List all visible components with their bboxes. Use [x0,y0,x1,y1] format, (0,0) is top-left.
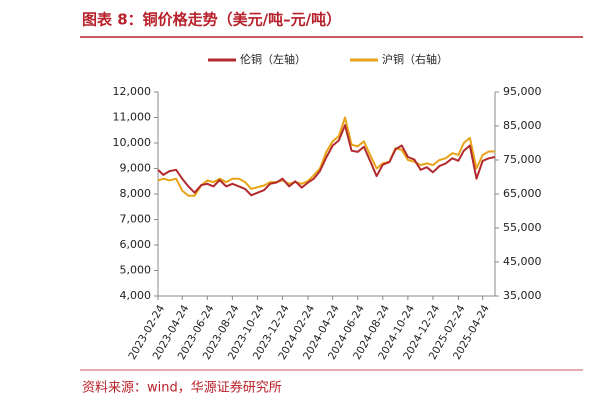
y-tick-label: 5,000 [120,264,152,277]
series-line [157,116,495,197]
y2-tick-label: 65,000 [503,187,542,200]
y2-tick-label: 55,000 [503,221,542,234]
y2-tick-label: 35,000 [503,289,542,302]
y2-tick-label: 95,000 [503,85,542,98]
legend-label: 沪铜（右轴） [382,52,448,66]
source: 资料来源：wind，华源证券研究所 [82,380,282,396]
legend-label: 伦铜（左轴） [240,52,306,66]
series-line [157,124,496,197]
chart-title: 图表 8：铜价格走势（美元/吨–元/吨） [82,11,341,29]
y-tick-label: 6,000 [120,238,152,251]
y-tick-label: 11,000 [113,111,152,124]
y-tick-label: 10,000 [113,136,152,149]
y-tick-label: 4,000 [120,289,152,302]
y2-tick-label: 45,000 [503,255,542,268]
y-tick-label: 7,000 [120,213,152,226]
y2-tick-label: 85,000 [503,119,542,132]
y-tick-label: 9,000 [120,162,152,175]
y-tick-label: 12,000 [113,85,152,98]
y-tick-label: 8,000 [120,187,152,200]
y2-tick-label: 75,000 [503,153,542,166]
